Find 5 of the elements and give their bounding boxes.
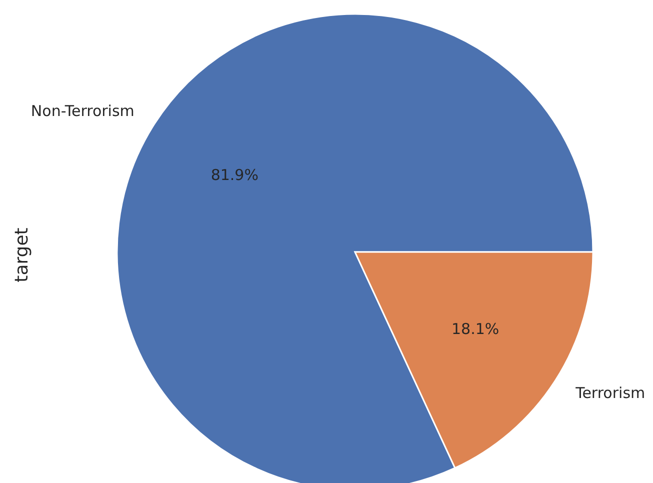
data-label: 18.1% [452, 320, 500, 338]
data-label: 81.9% [210, 166, 258, 184]
slice-label: Non-Terrorism [30, 102, 134, 120]
text: target [12, 228, 32, 282]
slice-label: Terrorism [574, 384, 646, 402]
